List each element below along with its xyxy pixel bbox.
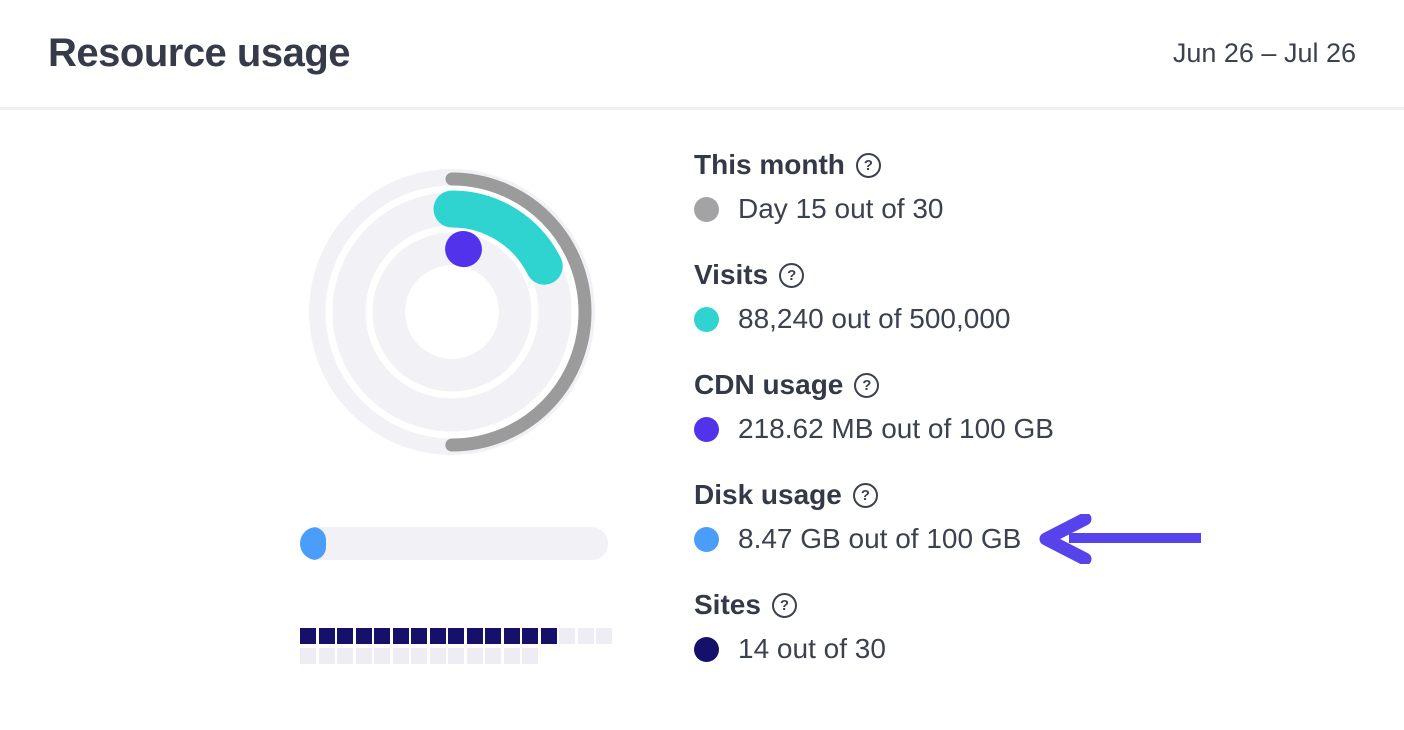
metric-label-visits: Visits — [694, 259, 769, 290]
site-square-used — [337, 628, 353, 644]
metric-disk-usage: Disk usage ? 8.47 GB out of 100 GB — [694, 478, 1354, 564]
legend-dot-this-month — [694, 196, 719, 222]
metric-visits: Visits ? 88,240 out of 500,000 — [694, 258, 1354, 336]
metric-this-month: This month ? Day 15 out of 30 — [694, 148, 1354, 226]
site-square-free — [577, 628, 594, 644]
site-square-free — [448, 648, 464, 664]
metric-cdn-usage: CDN usage ? 218.62 MB out of 100 GB — [694, 368, 1354, 446]
question-mark: ? — [860, 486, 870, 504]
disk-usage-bar-fill — [300, 527, 327, 560]
metric-label-sites: Sites — [694, 589, 761, 620]
site-square-used — [503, 628, 520, 644]
legend-dot-visits — [694, 306, 719, 332]
metric-value-sites: 14 out of 30 — [738, 633, 886, 664]
help-icon[interactable]: ? — [855, 152, 881, 178]
site-square-free — [466, 648, 483, 664]
site-square-free — [411, 648, 427, 664]
site-square-free — [429, 648, 446, 664]
question-mark: ? — [863, 156, 873, 174]
metric-value-this-month: Day 15 out of 30 — [738, 193, 944, 224]
site-square-used — [300, 628, 316, 644]
site-square-used — [374, 628, 390, 644]
metric-value-cdn-usage: 218.62 MB out of 100 GB — [738, 413, 1054, 444]
site-square-used — [522, 628, 538, 644]
help-icon[interactable]: ? — [852, 482, 878, 508]
site-square-used — [448, 628, 464, 644]
legend-dot-cdn-usage — [694, 416, 719, 442]
legend-dot-sites — [694, 636, 719, 662]
annotation-arrow-icon — [1039, 514, 1202, 564]
site-square-free — [596, 628, 612, 644]
metrics-list: This month ? Day 15 out of 30 Visits ? 8… — [694, 148, 1354, 698]
ring-chart-center — [405, 265, 499, 359]
date-range: Jun 26 – Jul 26 — [1172, 38, 1356, 68]
metric-value-visits: 88,240 out of 500,000 — [738, 303, 1011, 334]
site-square-used — [466, 628, 483, 644]
ring-arc-visits — [330, 190, 574, 434]
site-square-used — [411, 628, 427, 644]
site-square-free — [522, 648, 538, 664]
help-icon[interactable]: ? — [854, 372, 880, 398]
metric-value-disk-usage: 8.47 GB out of 100 GB — [738, 523, 1022, 554]
site-square-free — [355, 648, 372, 664]
metric-sites: Sites ? 14 out of 30 — [694, 588, 1354, 666]
legend-dot-disk-usage — [694, 526, 719, 552]
panel-header: Resource usage Jun 26 – Jul 26 — [0, 0, 1404, 110]
site-square-used — [485, 628, 501, 644]
site-square-free — [337, 648, 353, 664]
site-square-free — [503, 648, 520, 664]
site-square-free — [300, 648, 316, 664]
site-square-used — [429, 628, 446, 644]
ring-arc-this-month — [312, 172, 592, 452]
site-square-used — [392, 628, 409, 644]
help-icon[interactable]: ? — [779, 262, 805, 288]
usage-ring-chart — [309, 169, 595, 455]
sites-grid — [300, 628, 614, 664]
disk-usage-bar — [300, 527, 608, 560]
ring-separator — [365, 225, 539, 399]
site-square-used — [355, 628, 372, 644]
site-square-used — [318, 628, 335, 644]
help-icon[interactable]: ? — [771, 592, 797, 618]
site-square-used — [540, 628, 557, 644]
question-mark: ? — [862, 376, 872, 394]
site-square-free — [392, 648, 409, 664]
ring-separator — [325, 185, 579, 439]
question-mark: ? — [779, 596, 790, 614]
page-title: Resource usage — [48, 31, 351, 75]
metric-label-this-month: This month — [694, 149, 845, 180]
metric-label-cdn-usage: CDN usage — [694, 369, 844, 400]
site-square-free — [374, 648, 390, 664]
site-square-free — [559, 628, 575, 644]
metric-label-disk-usage: Disk usage — [694, 479, 842, 510]
site-square-free — [318, 648, 335, 664]
ring-arc-cdn-usage — [370, 230, 534, 394]
site-square-free — [485, 648, 501, 664]
question-mark: ? — [787, 266, 797, 284]
